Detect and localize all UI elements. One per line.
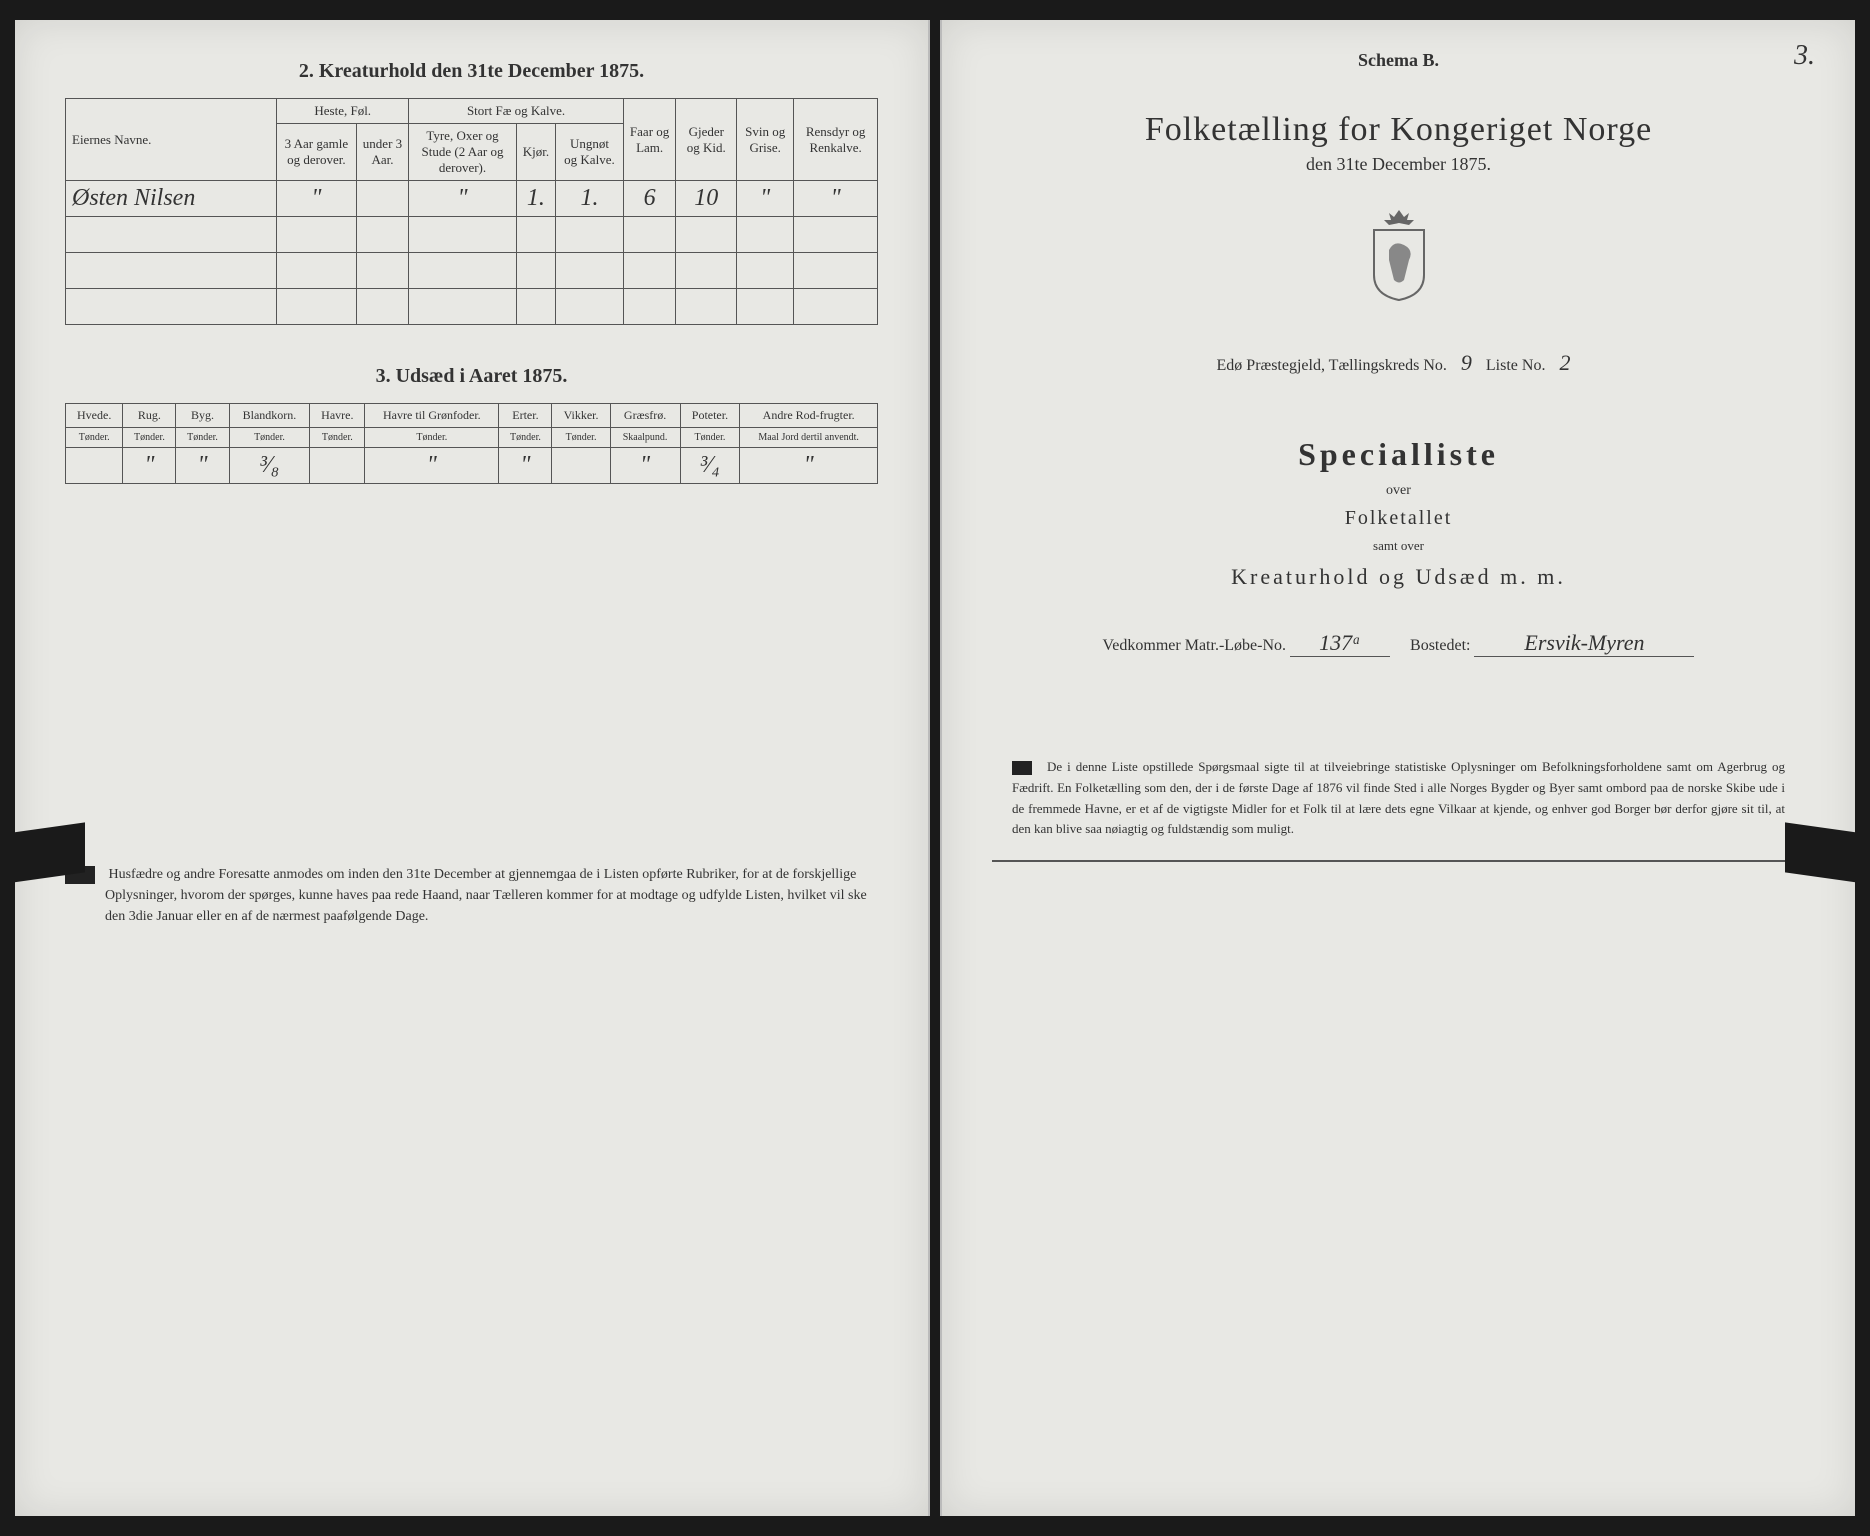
right-footnote-text: De i denne Liste opstillede Spørgsmaal s… [1012,759,1785,836]
th-sub: Tønder. [229,428,310,448]
pointer-icon [1012,761,1032,775]
cell: " [610,448,680,484]
th: Rug. [123,404,176,428]
cell: ³⁄₄ [680,448,740,484]
page-number: 3. [1794,40,1815,72]
th-sub: Tønder. [176,428,229,448]
cell [310,448,365,484]
cell: " [737,181,794,217]
cell-owner: Østen Nilsen [66,181,277,217]
spec-samt: samt over [992,538,1805,554]
spec-title: Specialliste [992,436,1805,473]
cell: 1. [556,181,624,217]
th-gjeder: Gjeder og Kid. [676,99,737,181]
cell: " [277,181,357,217]
table-row: Østen Nilsen " " 1. 1. 6 10 " " [66,181,878,217]
cell: 1. [516,181,555,217]
th: Poteter. [680,404,740,428]
th-ren: Rensdyr og Renkalve. [794,99,878,181]
table-row [66,289,878,325]
spec-kreatur: Kreaturhold og Udsæd m. m. [992,564,1805,590]
matr-val: 137ᵃ [1290,630,1390,657]
cell: " [409,181,516,217]
th: Havre til Grønfoder. [365,404,499,428]
main-title: Folketælling for Kongeriget Norge [992,111,1805,149]
cell: " [123,448,176,484]
liste-no: 2 [1559,350,1570,375]
th-stort-group: Stort Fæ og Kalve. [409,99,624,124]
th-stort-a: Tyre, Oxer og Stude (2 Aar og derover). [409,124,516,181]
hr [992,860,1805,862]
bosted-label: Bostedet: [1410,637,1470,654]
section2-title: 2. Kreaturhold den 31te December 1875. [65,60,878,83]
form-line-kreds: Edø Præstegjeld, Tællingskreds No. 9 Lis… [992,350,1805,376]
right-page: 3. Schema B. Folketælling for Kongeriget… [940,20,1855,1516]
th: Erter. [499,404,552,428]
cell [66,448,123,484]
crest-icon [992,205,1805,310]
th-heste-b: under 3 Aar. [356,124,409,181]
th-svin: Svin og Grise. [737,99,794,181]
th-heste-group: Heste, Føl. [277,99,409,124]
th-sub: Tønder. [365,428,499,448]
liste-label: Liste No. [1486,357,1546,374]
spec-folketallet: Folketallet [992,507,1805,530]
table3-sub-row: Tønder. Tønder. Tønder. Tønder. Tønder. … [66,428,878,448]
th-sub: Tønder. [680,428,740,448]
bottom-form: Vedkommer Matr.-Løbe-No. 137ᵃ Bostedet: … [992,630,1805,657]
th-sub: Tønder. [552,428,610,448]
cell: " [740,448,878,484]
th-sub: Tønder. [499,428,552,448]
th: Hvede. [66,404,123,428]
footnote-text: Husfædre og andre Foresatte anmodes om i… [105,867,867,924]
th-stort-b: Kjør. [516,124,555,181]
left-footnote: Husfædre og andre Foresatte anmodes om i… [65,864,878,927]
cell: " [365,448,499,484]
th: Byg. [176,404,229,428]
table-udsaed: Hvede. Rug. Byg. Blandkorn. Havre. Havre… [65,403,878,484]
cell: 10 [676,181,737,217]
bosted-val: Ersvik-Myren [1474,630,1694,657]
table-kreaturhold: Eiernes Navne. Heste, Føl. Stort Fæ og K… [65,98,878,325]
matr-label: Vedkommer Matr.-Løbe-No. [1103,637,1287,654]
sub-title: den 31te December 1875. [992,154,1805,175]
spec-over: over [992,483,1805,499]
th: Blandkorn. [229,404,310,428]
left-page: 2. Kreaturhold den 31te December 1875. E… [15,20,930,1516]
th: Andre Rod-frugter. [740,404,878,428]
cell: " [794,181,878,217]
table3-header-row: Hvede. Rug. Byg. Blandkorn. Havre. Havre… [66,404,878,428]
cell: " [499,448,552,484]
book-spread: 2. Kreaturhold den 31te December 1875. E… [0,0,1870,1536]
section3-title: 3. Udsæd i Aaret 1875. [65,365,878,388]
cell [552,448,610,484]
th: Græsfrø. [610,404,680,428]
th-sub: Maal Jord dertil anvendt. [740,428,878,448]
th-sub: Tønder. [123,428,176,448]
th-faar: Faar og Lam. [623,99,676,181]
th-owner: Eiernes Navne. [66,99,277,181]
table-row: " " ³⁄₈ " " " ³⁄₄ " [66,448,878,484]
th-sub: Tønder. [310,428,365,448]
clip-right [1785,822,1865,883]
table-row [66,217,878,253]
th: Vikker. [552,404,610,428]
cell: ³⁄₈ [229,448,310,484]
schema-label: Schema B. [992,50,1805,71]
cell: 6 [623,181,676,217]
right-footnote: De i denne Liste opstillede Spørgsmaal s… [992,757,1805,840]
prestegjeld-label: Edø Præstegjeld, Tællingskreds No. [1217,357,1447,374]
table-row [66,253,878,289]
th: Havre. [310,404,365,428]
th-sub: Tønder. [66,428,123,448]
th-heste-a: 3 Aar gamle og derover. [277,124,357,181]
cell: " [176,448,229,484]
th-stort-c: Ungnøt og Kalve. [556,124,624,181]
cell [356,181,409,217]
th-sub: Skaalpund. [610,428,680,448]
kreds-no: 9 [1461,350,1472,375]
